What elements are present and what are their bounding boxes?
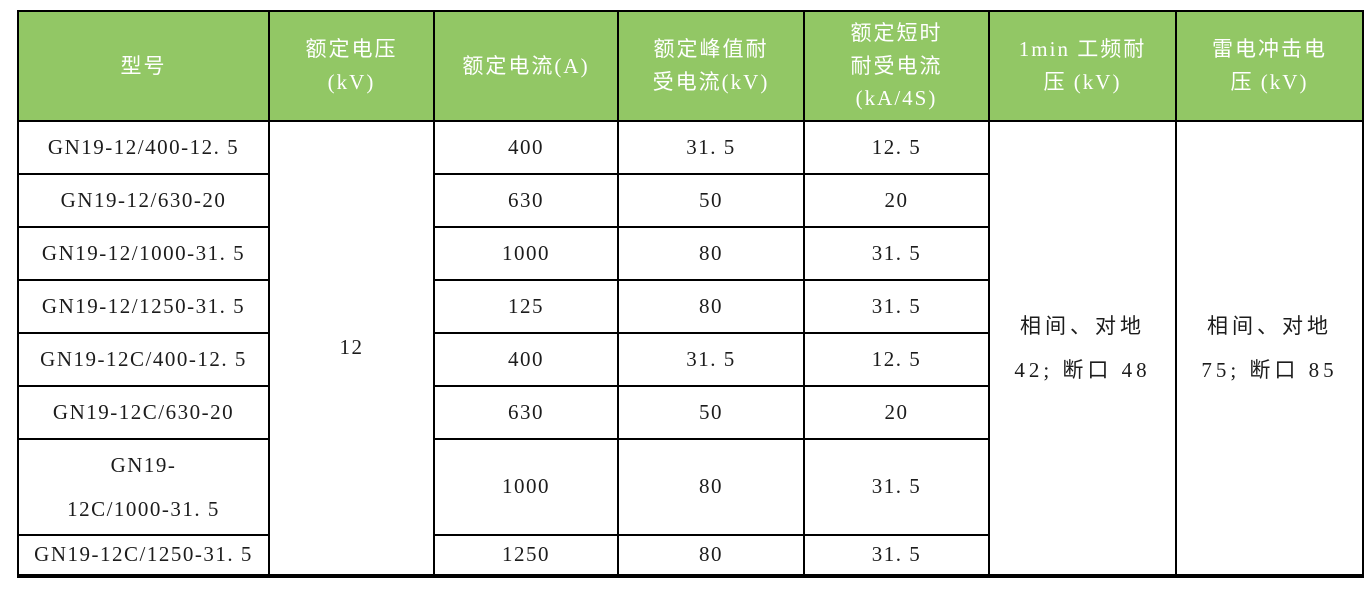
cell-short-time-current: 12. 5 (803, 120, 990, 175)
cell-model: GN19-12/400-12. 5 (17, 120, 270, 175)
cell-peak-current: 50 (617, 173, 805, 228)
table-row: GN19-12C/1250-31. 5 1250 80 31. 5 (17, 534, 1363, 577)
header-model: 型号 (17, 10, 270, 122)
table-row: GN19-12C/630-20 630 50 20 (17, 385, 1363, 440)
cell-lightning-impulse-merged: 相间、对地 75; 断口 85 (1175, 120, 1364, 577)
cell-peak-current: 31. 5 (617, 120, 805, 175)
table-row: GN19-12C/400-12. 5 400 31. 5 12. 5 (17, 332, 1363, 387)
header-peak-withstand-current: 额定峰值耐 受电流(kV) (617, 10, 805, 122)
cell-short-time-current: 31. 5 (803, 534, 990, 577)
cell-rated-voltage-merged: 12 (268, 120, 435, 577)
cell-rated-current: 630 (433, 385, 619, 440)
cell-model: GN19-12/1000-31. 5 (17, 226, 270, 281)
cell-model: GN19-12/630-20 (17, 173, 270, 228)
header-short-time-withstand-current: 额定短时 耐受电流 (kA/4S) (803, 10, 990, 122)
cell-peak-current: 31. 5 (617, 332, 805, 387)
table-row: GN19-12/1000-31. 5 1000 80 31. 5 (17, 226, 1363, 281)
cell-rated-current: 400 (433, 332, 619, 387)
cell-model: GN19-12C/630-20 (17, 385, 270, 440)
header-lightning-impulse-voltage: 雷电冲击电 压 (kV) (1175, 10, 1364, 122)
cell-short-time-current: 31. 5 (803, 226, 990, 281)
cell-rated-current: 630 (433, 173, 619, 228)
table-row: GN19-12/630-20 630 50 20 (17, 173, 1363, 228)
cell-model: GN19-12/1250-31. 5 (17, 279, 270, 334)
cell-peak-current: 50 (617, 385, 805, 440)
cell-model: GN19-12C/400-12. 5 (17, 332, 270, 387)
cell-short-time-current: 31. 5 (803, 438, 990, 536)
cell-short-time-current: 12. 5 (803, 332, 990, 387)
cell-peak-current: 80 (617, 438, 805, 536)
cell-rated-current: 1000 (433, 226, 619, 281)
cell-peak-current: 80 (617, 226, 805, 281)
cell-model: GN19-12C/1250-31. 5 (17, 534, 270, 577)
table-row: GN19-12/1250-31. 5 125 80 31. 5 (17, 279, 1363, 334)
cell-model: GN19- 12C/1000-31. 5 (17, 438, 270, 536)
header-power-frequency-withstand: 1min 工频耐 压 (kV) (988, 10, 1177, 122)
cell-short-time-current: 31. 5 (803, 279, 990, 334)
header-row: 型号 额定电压 (kV) 额定电流(A) 额定峰值耐 受电流(kV) 额定短时 … (17, 10, 1364, 122)
specification-table: 型号 额定电压 (kV) 额定电流(A) 额定峰值耐 受电流(kV) 额定短时 … (17, 10, 1364, 578)
header-rated-voltage: 额定电压 (kV) (268, 10, 435, 122)
cell-rated-current: 1000 (433, 438, 619, 536)
cell-rated-current: 1250 (433, 534, 619, 577)
cell-short-time-current: 20 (803, 173, 990, 228)
cell-rated-current: 400 (433, 120, 619, 175)
table-row: GN19-12/400-12. 5 12 400 31. 5 12. 5 相间、… (17, 120, 1364, 577)
cell-short-time-current: 20 (803, 385, 990, 440)
cell-peak-current: 80 (617, 534, 805, 577)
cell-rated-current: 125 (433, 279, 619, 334)
cell-power-frequency-merged: 相间、对地 42; 断口 48 (988, 120, 1177, 577)
cell-peak-current: 80 (617, 279, 805, 334)
header-rated-current: 额定电流(A) (433, 10, 619, 122)
table-row: GN19- 12C/1000-31. 5 1000 80 31. 5 (17, 438, 1363, 536)
